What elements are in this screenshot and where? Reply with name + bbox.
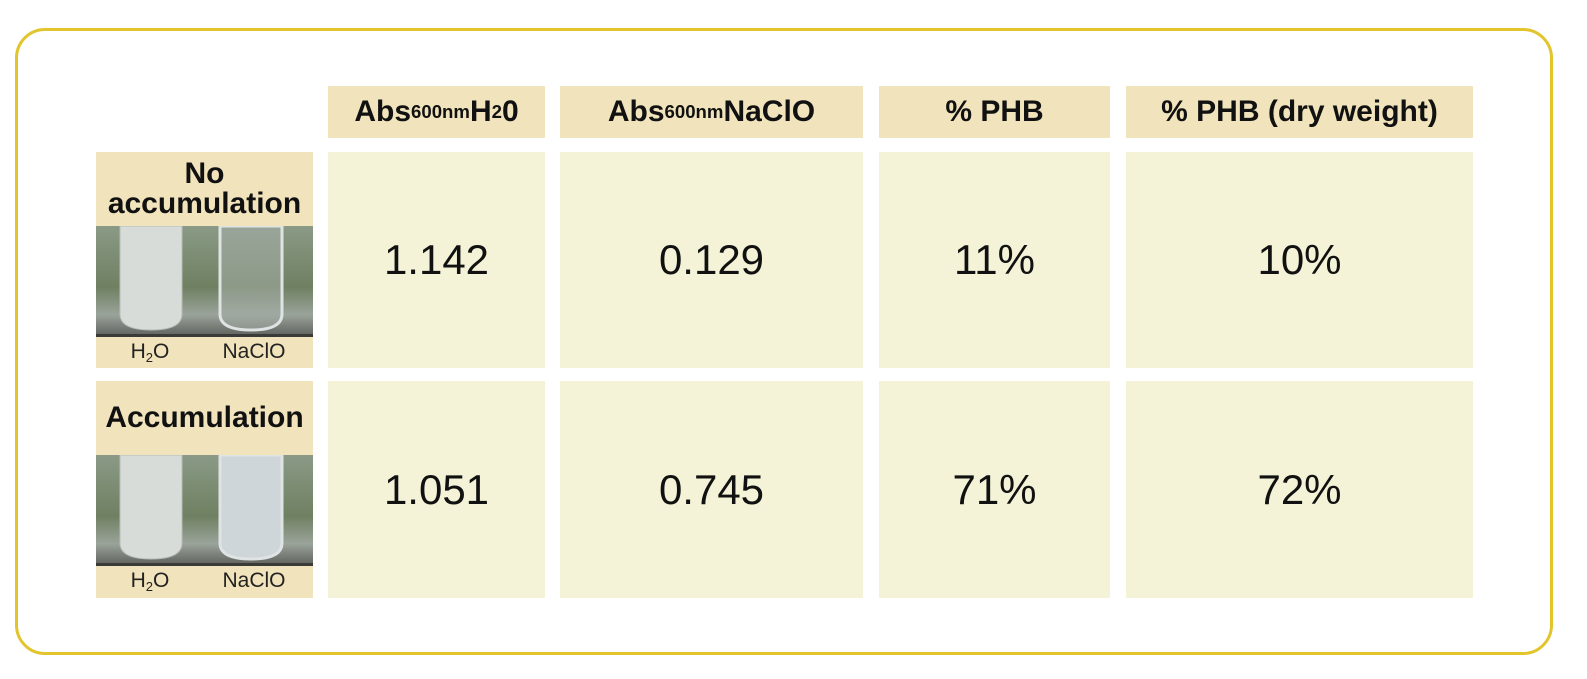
- text: H: [469, 95, 492, 128]
- data-cell: 72%: [1126, 381, 1473, 598]
- text: O: [153, 569, 170, 592]
- text: H: [130, 340, 146, 363]
- subscript: 2: [145, 349, 154, 365]
- data-cell: 71%: [879, 381, 1110, 598]
- text: % PHB: [945, 95, 1044, 128]
- text: H: [130, 569, 146, 592]
- tube-photo: [96, 226, 313, 337]
- frame: [15, 28, 1553, 655]
- data-cell: 11%: [879, 152, 1110, 368]
- text: NaClO: [723, 95, 816, 128]
- header-cell: % PHB: [879, 86, 1110, 138]
- text: % PHB (dry weight): [1161, 95, 1438, 128]
- text: 0: [501, 95, 519, 128]
- caption: H2O: [100, 340, 200, 365]
- subscript: 2: [491, 101, 502, 122]
- text: NaClO: [222, 340, 286, 363]
- row-label: Accumulation H2O NaClO: [96, 381, 313, 598]
- text: Abs: [607, 95, 665, 128]
- data-cell: 0.129: [560, 152, 863, 368]
- header-cell: Abs 600nm NaClO: [560, 86, 863, 138]
- data-cell: 10%: [1126, 152, 1473, 368]
- data-cell: 1.142: [328, 152, 545, 368]
- row-label: No accumulation H2O NaClO: [96, 152, 313, 368]
- subscript: 600nm: [411, 101, 470, 122]
- subscript: 600nm: [664, 101, 724, 122]
- caption: NaClO: [204, 569, 304, 593]
- text: Abs: [354, 95, 412, 128]
- tube-photo: [96, 455, 313, 566]
- text: O: [153, 340, 170, 363]
- data-cell: 1.051: [328, 381, 545, 598]
- caption: H2O: [100, 569, 200, 594]
- row-label-text: Accumulation: [105, 401, 304, 434]
- data-cell: 0.745: [560, 381, 863, 598]
- text: NaClO: [222, 569, 286, 592]
- header-cell: % PHB (dry weight): [1126, 86, 1473, 138]
- row-label-text: No accumulation: [107, 157, 302, 220]
- subscript: 2: [145, 578, 154, 594]
- caption: NaClO: [204, 340, 304, 364]
